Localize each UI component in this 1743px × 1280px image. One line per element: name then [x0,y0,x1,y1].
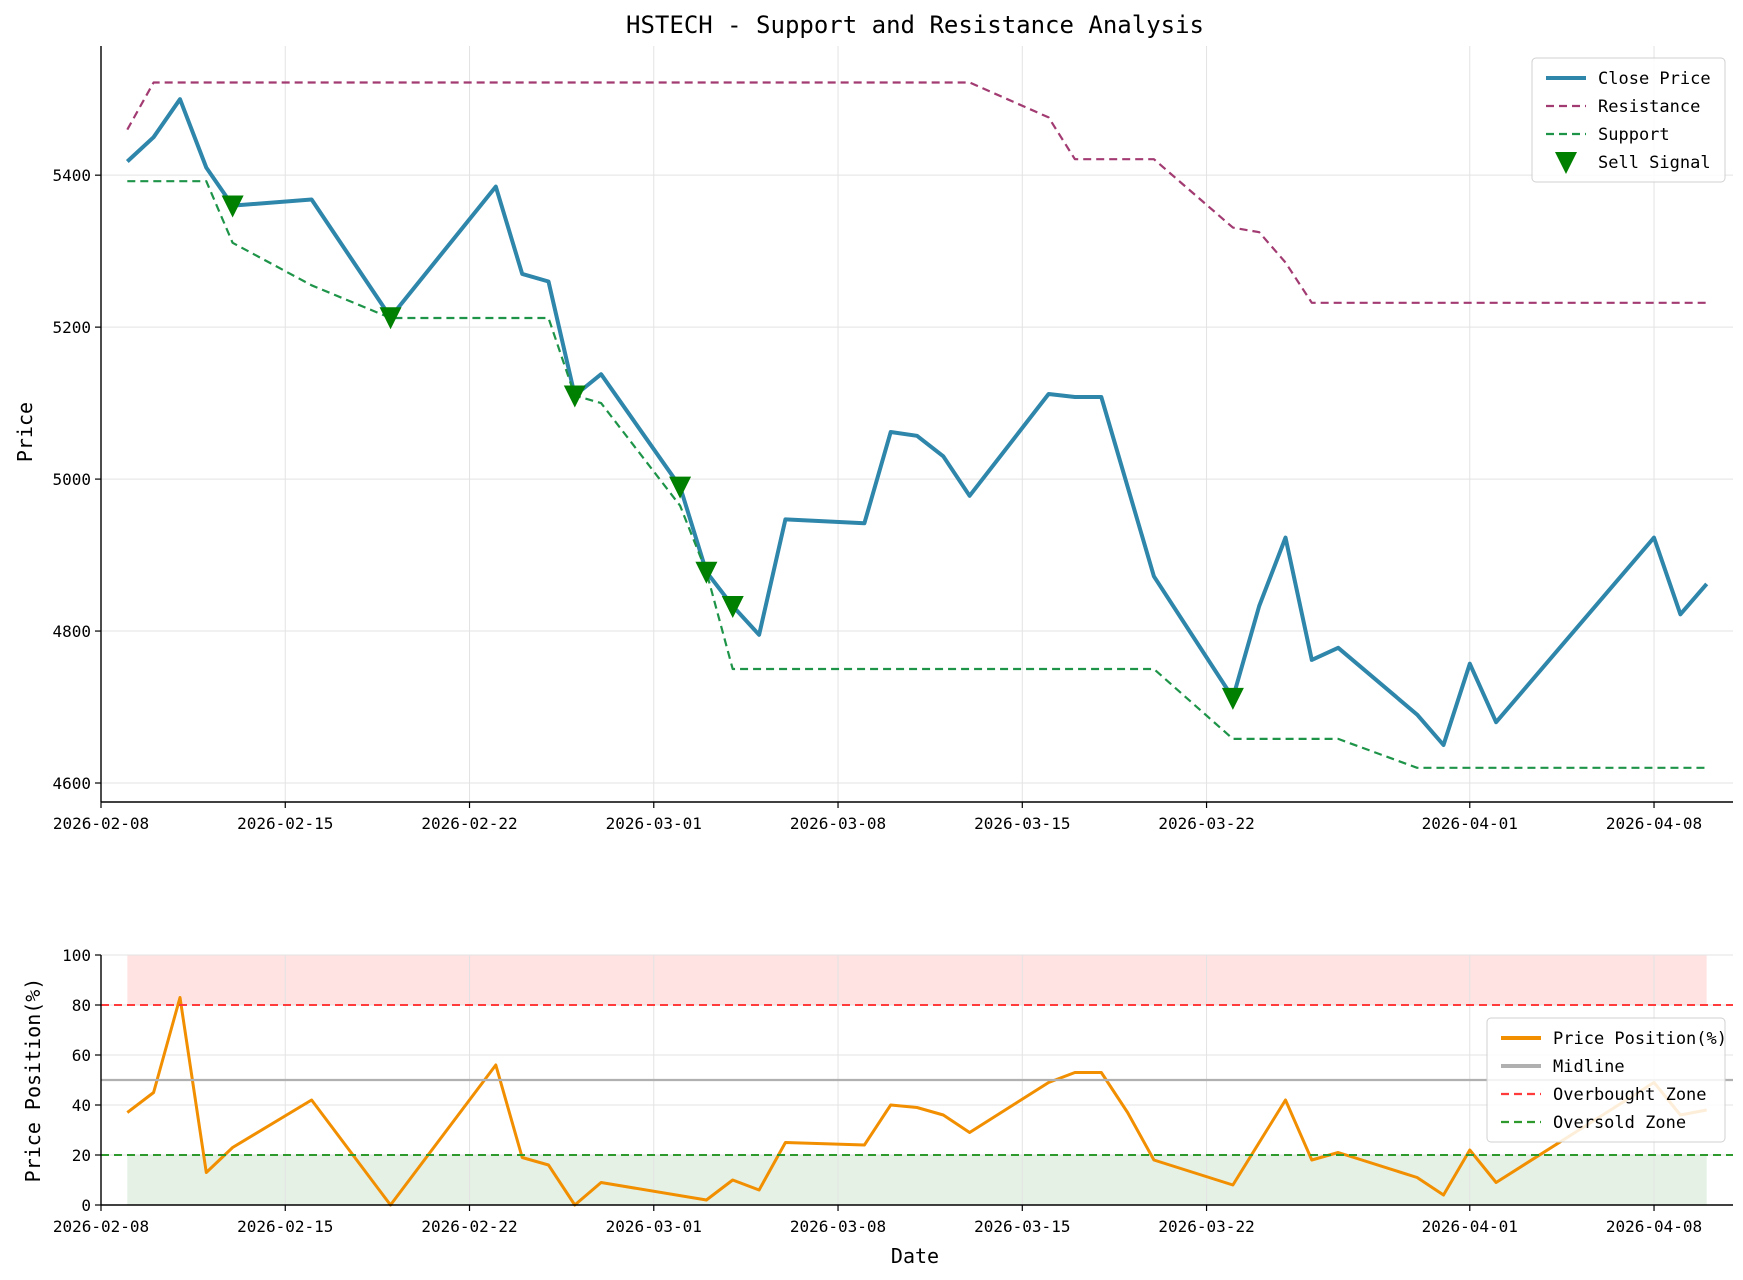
zone-bands [127,955,1707,1205]
y-tick-label: 80 [72,996,91,1015]
close-price-line [125,97,1709,747]
x-tick-label: 2026-03-01 [606,814,702,833]
chart-title: HSTECH - Support and Resistance Analysis [626,11,1204,39]
legend-box [1486,1017,1726,1143]
sell-signal-marker [721,595,744,618]
x-tick-label: 2026-02-15 [237,1217,333,1236]
legend-label: Overbought Zone [1553,1085,1707,1105]
x-tick-label: 2026-02-22 [421,1217,517,1236]
y-tick-label: 0 [81,1196,91,1215]
date-axis-label: Date [891,1244,939,1268]
x-tick-label: 2026-02-08 [53,814,149,833]
position-panel: Price Position(%) Date 2026-02-08 2026-02… [21,946,1733,1268]
legend-label: Price Position(%) [1553,1029,1727,1049]
sell-signal-marker [221,195,244,218]
y-tick-label: 40 [72,1096,91,1115]
y-tick-label: 60 [72,1046,91,1065]
x-tick-label: 2026-02-08 [53,1217,149,1236]
price-grid [100,46,1733,802]
y-tick-label: 4600 [52,774,91,793]
x-tick-label: 2026-02-22 [421,814,517,833]
sell-signal-marker [563,385,586,408]
x-tick-label: 2026-04-08 [1606,1217,1702,1236]
position-axes: 2026-02-08 2026-02-15 2026-02-22 2026-03-01… [53,946,1733,1236]
price-legend: Close Price Resistance Support Sell Signal [1531,57,1726,183]
x-tick-label: 2026-03-15 [974,814,1070,833]
sell-signal-marker [669,476,692,499]
support-line [127,180,1707,769]
x-tick-label: 2026-04-01 [1422,1217,1518,1236]
x-tick-label: 2026-02-15 [237,814,333,833]
legend-label: Midline [1553,1057,1625,1077]
y-tick-label: 5400 [52,166,91,185]
sell-signal-marker [379,307,402,330]
price-panel: HSTECH - Support and Resistance Analysis… [13,11,1733,833]
price-series [125,81,1709,769]
legend-label: Sell Signal [1598,153,1711,173]
x-tick-label: 2026-03-22 [1158,814,1254,833]
oversold-band [127,1155,1707,1205]
resistance-line [126,81,1707,304]
overbought-band [127,955,1707,1005]
price-axis-label: Price [13,402,37,462]
legend-swatch [1555,152,1577,174]
y-tick-label: 100 [62,946,91,965]
y-tick-label: 20 [72,1146,91,1165]
y-tick-label: 4800 [52,622,91,641]
x-tick-label: 2026-04-01 [1422,814,1518,833]
x-tick-label: 2026-04-08 [1606,814,1702,833]
legend-label: Oversold Zone [1553,1113,1686,1133]
legend-label: Support [1598,125,1670,145]
x-tick-label: 2026-03-15 [974,1217,1070,1236]
x-tick-label: 2026-03-22 [1158,1217,1254,1236]
x-tick-label: 2026-03-01 [606,1217,702,1236]
y-tick-label: 5000 [52,470,91,489]
sell-signal-marker [1221,687,1244,710]
price-axes: 2026-02-08 2026-02-15 2026-02-22 2026-03-01… [52,46,1733,833]
position-legend: Price Position(%) Midline Overbought Zone O… [1486,1017,1727,1143]
legend-label: Resistance [1598,97,1700,117]
legend-box [1531,57,1726,183]
legend-label: Close Price [1598,69,1711,89]
x-tick-label: 2026-03-08 [790,814,886,833]
sell-signal-marker [695,561,718,584]
x-tick-label: 2026-03-08 [790,1217,886,1236]
y-tick-label: 5200 [52,318,91,337]
position-axis-label: Price Position(%) [21,978,45,1183]
